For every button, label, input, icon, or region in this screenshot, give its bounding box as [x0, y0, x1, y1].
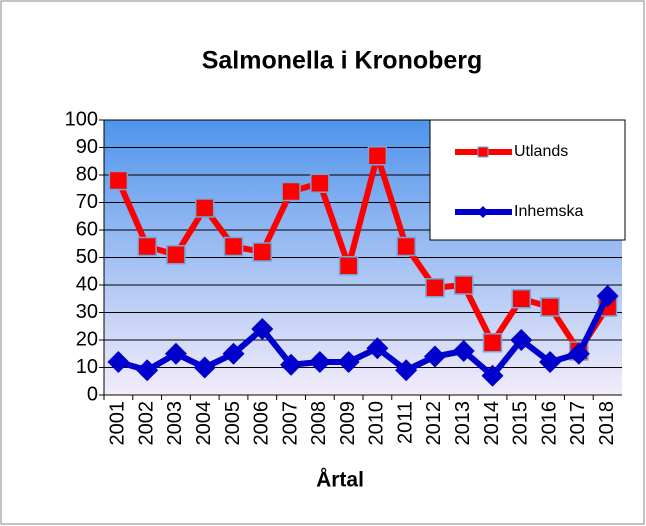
marker: [252, 242, 273, 262]
x-tick-label: 2006: [251, 401, 273, 446]
x-tick-label: 2005: [222, 401, 244, 446]
x-tick-label: 2001: [107, 401, 129, 446]
marker: [425, 278, 445, 298]
marker: [510, 329, 533, 351]
marker: [308, 351, 331, 373]
y-tick-label: 50: [76, 246, 98, 268]
x-tick-label: 2016: [538, 401, 560, 446]
x-tick-label: 2008: [308, 401, 330, 446]
marker: [367, 146, 388, 166]
legend-label: Utlands: [514, 143, 568, 160]
x-tick-label: 2012: [423, 401, 445, 446]
marker: [337, 351, 360, 373]
y-tick-label: 60: [76, 218, 98, 240]
marker: [366, 337, 389, 360]
y-tick-label: 10: [76, 356, 98, 378]
marker: [596, 285, 619, 307]
y-tick-label: 90: [76, 136, 98, 158]
marker: [164, 342, 187, 365]
x-tick-label: 2014: [481, 401, 503, 446]
marker: [338, 256, 359, 276]
x-tick-label: 2015: [510, 401, 532, 446]
marker: [222, 342, 245, 365]
marker: [107, 351, 130, 373]
marker: [108, 170, 129, 191]
x-tick-label: 2003: [164, 401, 186, 446]
marker: [281, 181, 301, 202]
legend-marker: [477, 206, 489, 218]
x-tick-label: 2004: [193, 401, 215, 446]
y-tick-label: 30: [76, 301, 98, 323]
y-tick-label: 100: [65, 108, 98, 130]
x-tick-label: 2007: [279, 401, 301, 446]
marker: [423, 345, 446, 368]
marker: [540, 297, 560, 317]
x-tick-label: 2010: [366, 401, 388, 446]
chart-title: Salmonella i Kronoberg: [202, 47, 483, 75]
marker: [193, 356, 216, 379]
x-tick-label: 2013: [452, 401, 474, 446]
marker: [166, 245, 186, 265]
marker: [511, 289, 532, 309]
marker: [481, 364, 504, 387]
y-tick-label: 70: [76, 191, 98, 213]
marker: [539, 351, 562, 373]
legend-label: Inhemska: [514, 203, 583, 220]
marker: [396, 236, 416, 257]
x-axis-label: Årtal: [316, 468, 364, 492]
y-tick-label: 20: [76, 328, 98, 350]
marker: [223, 236, 244, 257]
x-tick-label: 2011: [394, 401, 416, 444]
marker: [137, 236, 157, 257]
marker: [567, 342, 590, 365]
x-tick-label: 2018: [596, 401, 618, 446]
marker: [482, 333, 503, 353]
marker: [251, 318, 274, 340]
y-tick-label: 40: [76, 273, 98, 295]
marker: [136, 359, 159, 382]
x-tick-label: 2017: [567, 401, 589, 446]
legend: [429, 119, 626, 241]
marker: [194, 198, 215, 218]
marker: [453, 275, 474, 295]
y-tick-label: 0: [87, 383, 98, 405]
marker: [310, 173, 330, 193]
x-tick-label: 2002: [135, 401, 157, 446]
marker: [452, 340, 475, 362]
legend-marker: [477, 146, 489, 158]
y-tick-label: 80: [76, 163, 98, 185]
marker: [280, 353, 303, 376]
marker: [395, 359, 418, 382]
x-tick-label: 2009: [337, 401, 359, 446]
